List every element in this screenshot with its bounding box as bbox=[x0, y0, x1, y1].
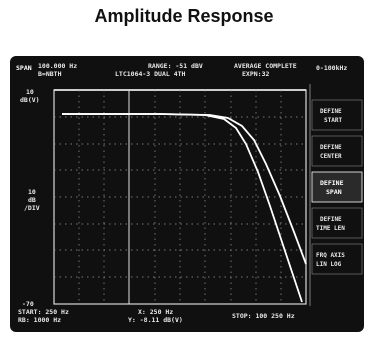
softkey-line1: DEFINE bbox=[320, 108, 342, 115]
softkey-line2: SPAN bbox=[326, 188, 342, 196]
bandwidth-label: B=NBTH bbox=[38, 70, 62, 78]
filter-label: LTC1064-3 DUAL 4TH bbox=[115, 70, 186, 78]
response-trace-1 bbox=[62, 113, 307, 265]
plot-grid bbox=[53, 89, 307, 305]
scale-value: 10 bbox=[28, 188, 36, 196]
span-value: 100.000 Hz bbox=[38, 62, 77, 70]
softkey-line1: DEFINE bbox=[320, 144, 342, 151]
scale-unit: dB bbox=[28, 196, 36, 204]
analyzer-screen: SPAN 100.000 Hz B=NBTH RANGE: -51 dBV LT… bbox=[10, 56, 364, 332]
softkey-freq-axis[interactable]: FRQ AXIS LIN LOG bbox=[311, 243, 363, 275]
analyzer-display: SPAN 100.000 Hz B=NBTH RANGE: -51 dBV LT… bbox=[16, 62, 363, 324]
softkey-define-center[interactable]: DEFINE CENTER bbox=[311, 135, 363, 167]
span-label: SPAN bbox=[16, 64, 32, 72]
softkey-line1: DEFINE bbox=[320, 179, 344, 187]
start-freq: START: 250 Hz bbox=[18, 308, 69, 316]
softkey-line2: START bbox=[324, 117, 342, 124]
softkey-line1: DEFINE bbox=[320, 216, 342, 223]
rbw-label: RB: 1000 Hz bbox=[18, 316, 61, 324]
exp-count: EXPN:32 bbox=[242, 70, 269, 78]
softkey-define-span[interactable]: DEFINE SPAN bbox=[311, 171, 363, 203]
softkey-line1: FRQ AXIS bbox=[316, 252, 345, 259]
marker-y: Y: -8.11 dB(V) bbox=[128, 316, 183, 324]
scale-per-div: /DIV bbox=[24, 204, 40, 212]
softkey-line2: LIN LOG bbox=[316, 261, 342, 268]
softkey-define-start[interactable]: DEFINE START bbox=[311, 99, 363, 131]
average-status: AVERAGE COMPLETE bbox=[234, 62, 297, 70]
response-trace-2 bbox=[62, 113, 303, 303]
softkey-line2: CENTER bbox=[320, 153, 342, 160]
top-ref-value: 10 bbox=[26, 88, 34, 96]
top-ref-unit: dB(V) bbox=[20, 96, 40, 104]
page-title: Amplitude Response bbox=[94, 6, 274, 26]
range-label: RANGE: -51 dBV bbox=[148, 62, 203, 70]
stop-freq: STOP: 100 250 Hz bbox=[232, 312, 295, 320]
freq-range-label: 0-100kHz bbox=[316, 64, 347, 72]
softkey-line2: TIME LEN bbox=[316, 225, 345, 232]
marker-x: X: 250 Hz bbox=[138, 308, 173, 316]
softkey-panel: DEFINE START DEFINE CENTER DEFINE SPAN D… bbox=[309, 84, 363, 306]
bottom-ref: -70 bbox=[22, 300, 34, 308]
softkey-define-time-len[interactable]: DEFINE TIME LEN bbox=[311, 207, 363, 239]
